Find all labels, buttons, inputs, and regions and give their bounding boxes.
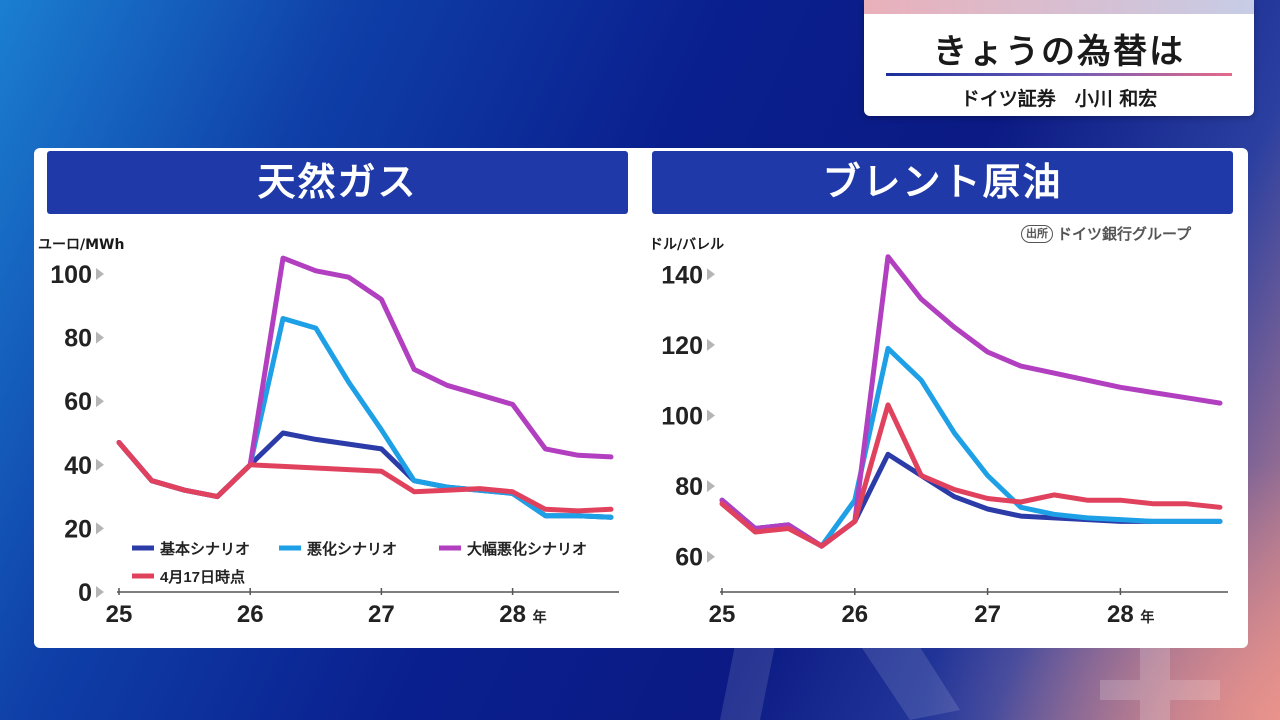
title-divider xyxy=(886,73,1232,76)
program-title: きょうの為替は xyxy=(933,32,1185,72)
gas-series-apr17 xyxy=(116,440,614,514)
gas-ytick-marker xyxy=(96,458,104,471)
gas-ytick-label: 100 xyxy=(50,261,92,289)
gas-xtick-label: 26 xyxy=(237,601,264,628)
oil-x-suffix: 年 xyxy=(1140,609,1154,625)
source-tag: 出所 xyxy=(1021,225,1053,243)
oil-ytick-label: 100 xyxy=(661,403,703,431)
gas-series-much-worse xyxy=(116,255,614,500)
natural-gas-chart: 天然ガス ユーロ/MWh 0 20 40 60 80 100 25 26 27 28 年 基本シナリオ… xyxy=(34,148,641,648)
gas-xtick-label: 28 xyxy=(499,601,526,628)
gas-ytick-marker xyxy=(96,268,104,280)
gas-ytick-marker xyxy=(96,586,104,598)
gas-ytick-marker xyxy=(96,522,104,535)
brent-title: ブレント原油 xyxy=(652,151,1233,214)
gas-legend-label: 悪化シナリオ xyxy=(307,540,397,558)
speaker-name: ドイツ証券 小川 和宏 xyxy=(960,88,1158,110)
oil-ytick-label: 120 xyxy=(661,332,703,360)
gas-xtick-label: 25 xyxy=(106,601,133,628)
gas-legend-label: 4月17日時点 xyxy=(160,568,245,586)
oil-ytick-marker xyxy=(707,550,715,563)
oil-ytick-marker xyxy=(707,409,715,422)
gas-ytick-label: 80 xyxy=(64,325,92,353)
gas-ytick-label: 20 xyxy=(64,515,92,543)
natural-gas-plot: 0 20 40 60 80 100 25 26 27 28 年 基本シナリオ 悪化シナリオ 大幅悪化シナリ… xyxy=(50,255,619,628)
gas-series-worse xyxy=(116,316,614,520)
gas-ytick-label: 60 xyxy=(64,388,92,416)
title-card: きょうの為替は ドイツ証券 小川 和宏 xyxy=(864,0,1254,116)
natural-gas-title: 天然ガス xyxy=(47,151,628,214)
gas-legend-label: 大幅悪化シナリオ xyxy=(467,540,587,558)
oil-series-apr17 xyxy=(719,402,1223,549)
charts-panel: 天然ガス ユーロ/MWh 0 20 40 60 80 100 25 26 27 28 年 基本シナリオ… xyxy=(34,148,1248,648)
oil-ytick-marker xyxy=(707,480,715,493)
brent-unit: ドル/バレル xyxy=(649,237,725,253)
oil-ytick-marker xyxy=(707,268,715,281)
oil-xtick-label: 26 xyxy=(841,601,868,628)
source-note: 出所 ドイツ銀行グループ xyxy=(1021,223,1191,244)
gas-legend-label: 基本シナリオ xyxy=(159,540,250,558)
oil-ytick-label: 80 xyxy=(675,473,703,501)
oil-ytick-label: 140 xyxy=(661,261,703,289)
source-text: ドイツ銀行グループ xyxy=(1057,225,1192,243)
oil-xtick-label: 27 xyxy=(974,601,1001,628)
brent-plot: 60 80 100 120 140 25 26 27 28 年 xyxy=(661,254,1228,628)
gas-ytick-label: 0 xyxy=(78,579,92,607)
oil-ytick-label: 60 xyxy=(675,544,703,572)
brent-chart: ブレント原油 ドル/バレル 出所 ドイツ銀行グループ 60 80 100 120 140 2… xyxy=(641,148,1248,648)
gas-ytick-label: 40 xyxy=(64,452,92,480)
oil-xtick-label: 25 xyxy=(709,601,736,628)
gas-ytick-marker xyxy=(96,331,104,344)
oil-xtick-label: 28 xyxy=(1107,601,1134,628)
gas-xtick-label: 27 xyxy=(368,601,395,628)
natural-gas-unit: ユーロ/MWh xyxy=(38,237,125,253)
oil-ytick-marker xyxy=(707,338,715,351)
gas-x-suffix: 年 xyxy=(533,609,547,625)
title-card-topbar xyxy=(864,0,1254,14)
gas-ytick-marker xyxy=(96,395,104,408)
oil-series-worse xyxy=(719,345,1223,549)
